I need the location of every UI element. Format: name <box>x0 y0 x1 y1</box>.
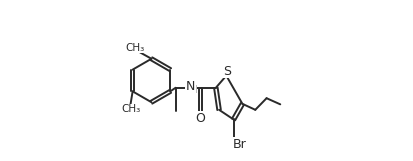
Text: O: O <box>195 112 205 125</box>
Text: CH₃: CH₃ <box>121 104 140 114</box>
Text: N: N <box>185 80 195 93</box>
Text: S: S <box>223 65 231 78</box>
Text: H: H <box>188 85 197 95</box>
Text: CH₃: CH₃ <box>125 43 144 53</box>
Text: Br: Br <box>232 138 245 151</box>
